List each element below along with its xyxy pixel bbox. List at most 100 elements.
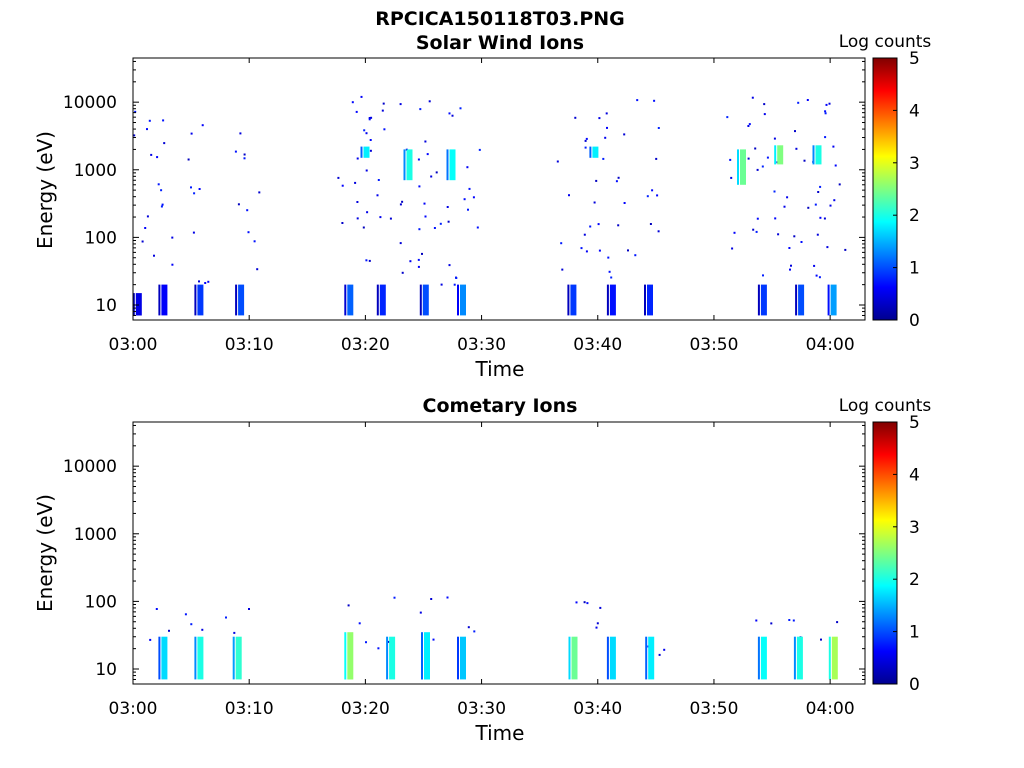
y-tick-label: 10: [95, 660, 117, 680]
colorbar-tick-label: 4: [909, 101, 920, 121]
count-block-edge: [606, 636, 609, 680]
count-speckle: [752, 228, 755, 231]
count-speckle: [602, 157, 605, 160]
count-speckle: [657, 127, 660, 129]
count-block: [777, 145, 784, 165]
count-speckle: [368, 118, 371, 121]
count-speckle: [417, 258, 420, 261]
count-speckle: [401, 271, 404, 274]
count-speckle: [595, 626, 598, 629]
colorbar-tick-label: 5: [909, 413, 920, 433]
count-speckle: [365, 641, 367, 644]
count-speckle: [832, 145, 835, 148]
y-axis-label: Energy (eV): [33, 494, 57, 612]
colorbar-gradient: [872, 421, 898, 685]
count-block-edge: [235, 284, 238, 316]
count-speckle: [243, 153, 246, 156]
count-speckle: [606, 126, 608, 129]
count-speckle: [448, 112, 451, 115]
x-axis-label: Time: [475, 357, 525, 381]
count-speckle: [401, 200, 404, 203]
count-speckle: [233, 631, 236, 634]
x-tick-label: 03:30: [457, 335, 506, 355]
count-block: [647, 284, 653, 316]
count-speckle: [806, 99, 809, 101]
count-speckle: [646, 195, 649, 198]
count-speckle: [426, 153, 429, 156]
count-speckle: [651, 189, 654, 192]
count-speckle: [156, 156, 159, 159]
colorbar-tick-label: 2: [909, 570, 920, 590]
x-tick-label: 03:10: [225, 335, 274, 355]
count-block: [570, 284, 577, 316]
count-block-edge: [386, 636, 389, 680]
count-block-edge: [757, 636, 760, 680]
count-speckle: [446, 206, 449, 208]
count-speckle: [144, 227, 147, 229]
count-speckle: [819, 216, 822, 219]
count-speckle: [243, 157, 246, 160]
count-speckle: [168, 629, 170, 632]
count-block: [830, 284, 837, 316]
count-speckle: [586, 602, 589, 605]
count-speckle: [146, 128, 148, 131]
count-speckle: [355, 110, 358, 113]
count-speckle: [655, 157, 658, 160]
count-speckle: [774, 217, 777, 220]
count-speckle: [605, 112, 608, 115]
count-speckle: [383, 128, 386, 131]
x-tick-label: 03:00: [109, 699, 158, 719]
plot-frame: [132, 421, 866, 685]
y-tick-label: 100: [85, 592, 117, 612]
count-block-edge: [795, 284, 798, 316]
count-speckle: [381, 109, 384, 112]
count-speckle: [596, 622, 599, 625]
count-speckle: [190, 132, 193, 135]
count-speckle: [816, 233, 819, 236]
count-speckle: [360, 95, 363, 98]
count-speckle: [663, 648, 666, 651]
count-speckle: [623, 202, 626, 204]
count-block: [760, 284, 767, 316]
count-speckle: [817, 191, 820, 193]
count-block: [135, 293, 142, 316]
count-speckle: [560, 242, 563, 245]
count-speckle: [201, 124, 204, 127]
count-speckle: [658, 653, 661, 656]
x-tick-label: 03:10: [225, 699, 274, 719]
count-speckle: [814, 203, 817, 206]
count-speckle: [636, 99, 639, 102]
count-speckle: [813, 264, 816, 267]
count-speckle: [726, 116, 729, 119]
count-speckle: [417, 265, 420, 268]
count-speckle: [459, 107, 462, 110]
count-speckle: [617, 224, 620, 227]
count-speckle: [729, 158, 732, 161]
count-speckle: [419, 108, 422, 111]
y-tick-label: 10000: [63, 457, 117, 477]
count-speckle: [399, 203, 402, 206]
count-speckle: [747, 125, 750, 127]
colorbar-tick-label: 2: [909, 206, 920, 226]
count-block: [648, 636, 655, 680]
count-speckle: [446, 596, 449, 599]
count-block: [363, 146, 370, 158]
count-speckle: [149, 638, 152, 641]
count-speckle: [773, 137, 776, 140]
count-speckle: [161, 203, 164, 206]
count-block-edge: [344, 284, 347, 316]
count-speckle: [836, 621, 839, 624]
x-tick-label: 03:50: [689, 335, 738, 355]
count-block: [235, 636, 242, 680]
count-speckle: [201, 628, 204, 631]
count-speckle: [833, 199, 836, 202]
count-speckle: [354, 181, 357, 184]
count-speckle: [589, 225, 592, 228]
count-block-edge: [457, 636, 459, 680]
count-speckle: [607, 256, 610, 259]
count-speckle: [556, 160, 559, 163]
count-speckle: [788, 247, 791, 249]
count-speckle: [818, 276, 821, 279]
count-speckle: [653, 99, 656, 102]
count-speckle: [253, 240, 256, 243]
